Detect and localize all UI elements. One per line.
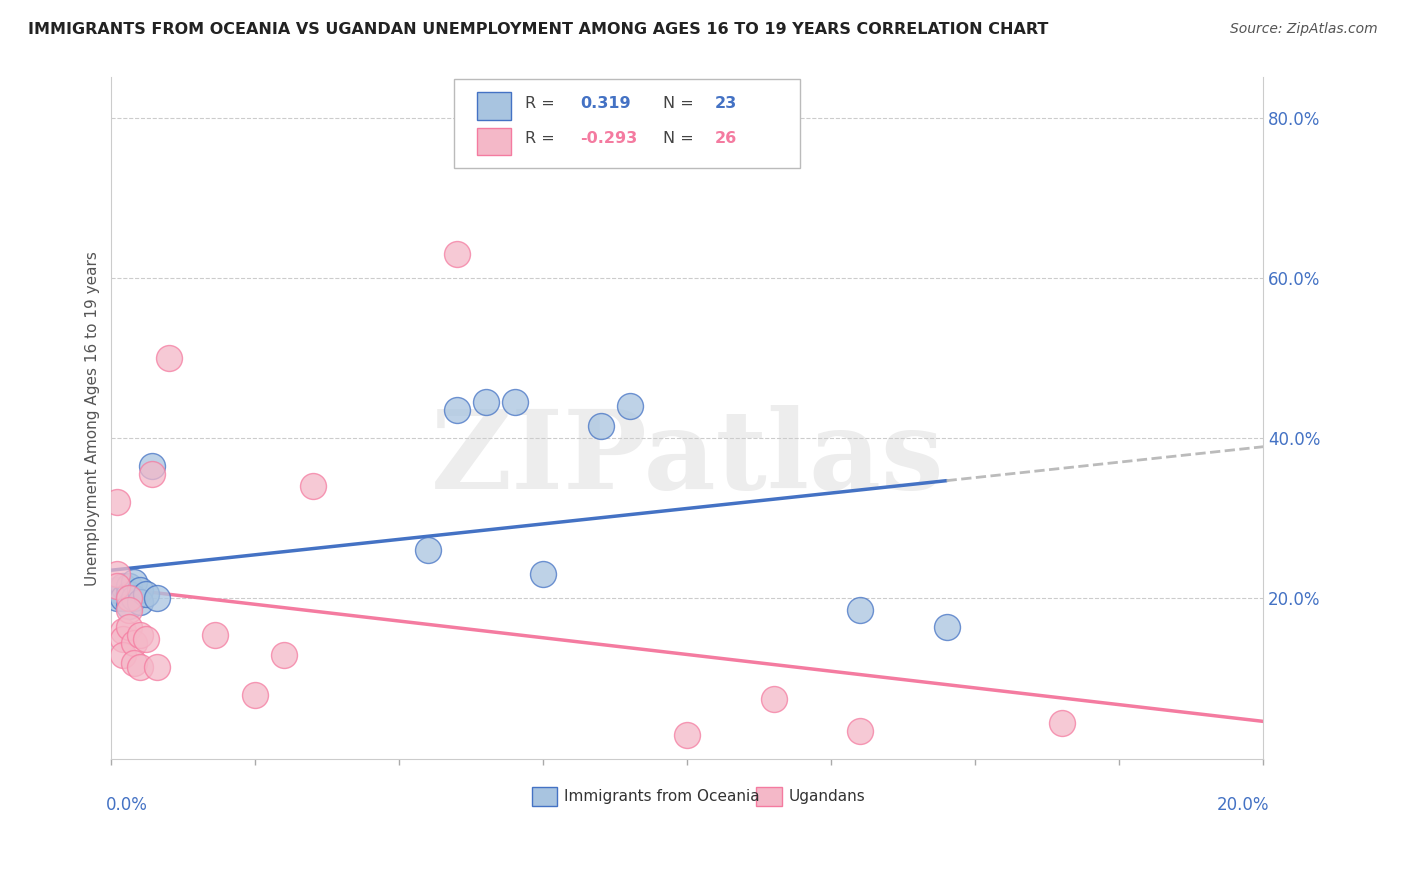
Point [118,579,141,593]
Point [124,575,146,590]
Point [124,635,146,649]
Point [118,603,141,617]
Point [129,659,152,673]
Point [129,595,152,609]
FancyBboxPatch shape [477,92,512,120]
Point [118,587,141,601]
Text: R =: R = [524,131,560,146]
Point [676,728,699,742]
Text: 0.0%: 0.0% [105,797,148,814]
Point [157,351,180,365]
Point [302,479,325,493]
Point [111,648,134,662]
Point [204,627,226,641]
Text: Source: ZipAtlas.com: Source: ZipAtlas.com [1230,22,1378,37]
Point [118,599,141,614]
Point [129,583,152,598]
FancyBboxPatch shape [454,78,800,168]
Point [935,619,957,633]
Point [849,723,872,738]
Point [446,403,468,417]
Point [105,567,128,582]
Point [118,619,141,633]
Text: 0.319: 0.319 [581,96,631,111]
Text: 23: 23 [716,96,737,111]
Point [124,591,146,606]
Text: N =: N = [664,131,699,146]
Text: Immigrants from Oceania: Immigrants from Oceania [564,789,759,804]
Point [111,579,134,593]
Point [105,579,128,593]
Point [129,627,152,641]
Point [105,591,128,606]
Y-axis label: Unemployment Among Ages 16 to 19 years: Unemployment Among Ages 16 to 19 years [86,251,100,585]
Point [135,632,157,646]
Point [141,459,163,474]
Point [849,603,872,617]
Text: 20.0%: 20.0% [1216,797,1270,814]
Point [619,399,641,413]
Point [245,688,267,702]
FancyBboxPatch shape [531,788,557,806]
Point [111,624,134,638]
Point [531,567,554,582]
Point [146,591,169,606]
Point [273,648,295,662]
Text: 26: 26 [716,131,737,146]
Point [1050,715,1073,730]
Point [105,583,128,598]
Point [111,591,134,606]
Point [111,632,134,646]
Point [118,591,141,606]
Point [124,656,146,670]
Text: N =: N = [664,96,699,111]
Point [475,395,498,409]
Text: IMMIGRANTS FROM OCEANIA VS UGANDAN UNEMPLOYMENT AMONG AGES 16 TO 19 YEARS CORREL: IMMIGRANTS FROM OCEANIA VS UGANDAN UNEMP… [28,22,1049,37]
Text: ZIPatlas: ZIPatlas [430,406,943,513]
Point [589,419,612,434]
FancyBboxPatch shape [756,788,782,806]
Point [105,495,128,509]
Point [446,247,468,261]
Text: -0.293: -0.293 [581,131,637,146]
Point [135,587,157,601]
FancyBboxPatch shape [477,128,512,155]
Point [146,659,169,673]
Point [418,543,440,558]
Point [762,691,785,706]
Point [141,467,163,482]
Point [503,395,526,409]
Text: R =: R = [524,96,560,111]
Text: Ugandans: Ugandans [789,789,866,804]
